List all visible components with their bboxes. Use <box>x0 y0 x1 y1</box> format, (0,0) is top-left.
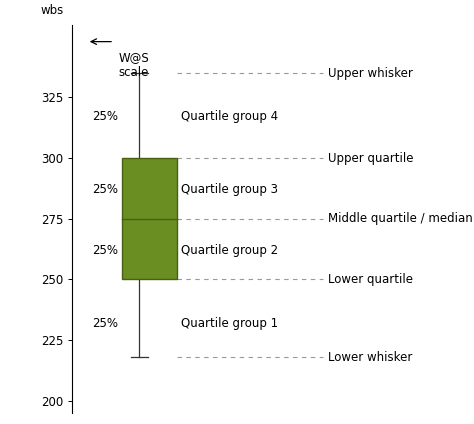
Text: Middle quartile / median: Middle quartile / median <box>328 212 473 225</box>
Text: Upper whisker: Upper whisker <box>328 67 412 80</box>
Text: Upper quartile: Upper quartile <box>328 152 413 165</box>
Text: Lower whisker: Lower whisker <box>328 351 412 363</box>
Text: 25%: 25% <box>92 244 118 257</box>
Text: Quartile group 2: Quartile group 2 <box>181 244 278 257</box>
Text: 25%: 25% <box>92 317 118 329</box>
Text: Lower quartile: Lower quartile <box>328 273 413 286</box>
FancyBboxPatch shape <box>122 158 177 279</box>
Text: Quartile group 4: Quartile group 4 <box>181 110 278 123</box>
Text: Quartile group 1: Quartile group 1 <box>181 317 278 329</box>
Text: 25%: 25% <box>92 183 118 196</box>
Text: 25%: 25% <box>92 110 118 123</box>
Text: W@S
scale: W@S scale <box>118 51 149 79</box>
Y-axis label: wbs: wbs <box>40 4 63 17</box>
Text: Quartile group 3: Quartile group 3 <box>181 183 278 196</box>
